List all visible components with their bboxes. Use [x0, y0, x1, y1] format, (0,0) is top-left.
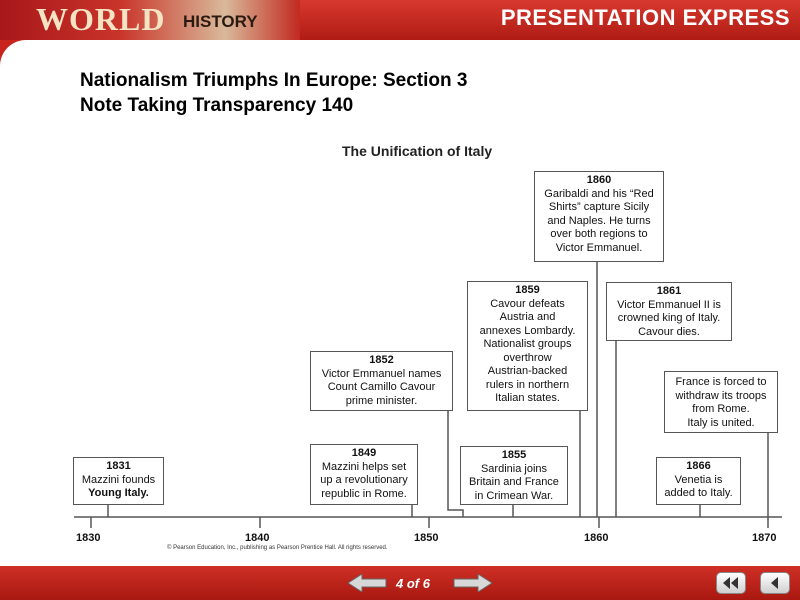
- slide-title: Nationalism Triumphs In Europe: Section …: [80, 68, 467, 118]
- event-text-line: Victor Emmanuel.: [555, 241, 643, 254]
- event-text-line: Sardinia joins: [480, 462, 548, 475]
- event-box-1870: France is forced to withdraw its troops …: [664, 371, 778, 433]
- page-indicator: 4 of 6: [396, 576, 430, 591]
- event-box-1859: 1859 Cavour defeats Austria and annexes …: [467, 281, 588, 411]
- event-year: 1855: [501, 449, 527, 461]
- event-box-1852: 1852 Victor Emmanuel names Count Camillo…: [310, 351, 453, 411]
- event-year: 1860: [586, 174, 612, 186]
- event-text-line: over both regions to: [550, 228, 648, 240]
- event-text-line: Count Camillo Cavour: [327, 381, 436, 393]
- event-box-1855: 1855 Sardinia joins Britain and France i…: [460, 446, 568, 505]
- logo-world: WORLD: [36, 1, 166, 37]
- event-text-line: Mazzini helps set: [321, 460, 407, 473]
- logo-background: [0, 0, 300, 40]
- event-text-line: Britain and France: [469, 476, 559, 488]
- event-text-line: Shirts” capture Sicily: [548, 201, 650, 213]
- event-text-line: annexes Lombardy.: [479, 324, 576, 337]
- event-text-line: crowned king of Italy.: [617, 312, 721, 324]
- app-header: WORLD HISTORY PRESENTATION EXPRESS: [0, 0, 800, 40]
- event-year: 1852: [369, 354, 394, 366]
- arrow-right-icon[interactable]: [452, 574, 492, 592]
- event-text-line: rulers in northern: [485, 378, 570, 391]
- event-text-line: Italy is united.: [687, 416, 755, 429]
- app-title: PRESENTATION EXPRESS: [500, 5, 790, 30]
- rewind-icon: [723, 577, 738, 589]
- copyright-notice: © Pearson Education, Inc., publishing as…: [167, 545, 388, 551]
- event-text-line: Italian states.: [495, 392, 560, 404]
- event-text-line: prime minister.: [345, 394, 418, 407]
- event-text-line: added to Italy.: [664, 487, 733, 499]
- tick-label-1850: 1850: [414, 532, 439, 544]
- rewind-button[interactable]: [716, 572, 746, 594]
- event-text-line: Garibaldi and his “Red: [544, 187, 654, 200]
- event-year: 1866: [686, 460, 711, 472]
- event-text-line: from Rome.: [692, 403, 750, 415]
- footer-bar: [0, 566, 800, 600]
- arrow-left-icon[interactable]: [348, 574, 388, 592]
- event-text-line: republic in Rome.: [321, 487, 407, 500]
- event-text-line: Victor Emmanuel names: [321, 367, 442, 380]
- tick-label-1860: 1860: [584, 532, 609, 544]
- event-text-line: Cavour dies.: [638, 325, 700, 338]
- event-year: 1859: [515, 284, 540, 296]
- tick-label-1840: 1840: [245, 532, 270, 544]
- event-year: 1831: [106, 460, 131, 472]
- event-year: 1849: [351, 447, 377, 459]
- tick-label-1870: 1870: [752, 532, 777, 544]
- event-box-1861: 1861 Victor Emmanuel II is crowned king …: [606, 282, 732, 341]
- tick-label-1830: 1830: [76, 532, 101, 544]
- event-text-line: and Naples. He turns: [547, 214, 651, 227]
- event-text-line: overthrow: [503, 351, 552, 364]
- event-text-line: Nationalist groups: [483, 338, 572, 350]
- event-year: 1861: [656, 285, 682, 297]
- event-text-line: Austrian-backed: [487, 365, 568, 377]
- connector-1852: [447, 411, 464, 517]
- event-box-1831: 1831 Mazzini founds Young Italy.: [73, 457, 164, 505]
- event-box-1866: 1866 Venetia is added to Italy.: [656, 457, 741, 505]
- event-text-line: Cavour defeats: [490, 297, 565, 310]
- event-text-line: in Crimean War.: [474, 489, 554, 502]
- event-text-line: France is forced to: [675, 376, 767, 388]
- slide-title-line1: Nationalism Triumphs In Europe: Section …: [80, 70, 468, 91]
- event-text-line: Venetia is: [674, 473, 723, 486]
- back-icon: [771, 577, 778, 589]
- event-text-line: Young Italy.: [88, 487, 149, 499]
- event-box-1860: 1860 Garibaldi and his “Red Shirts” capt…: [534, 171, 664, 262]
- logo-history: HISTORY: [183, 12, 258, 31]
- event-box-1849: 1849 Mazzini helps set up a revolutionar…: [310, 444, 418, 505]
- back-button[interactable]: [760, 572, 790, 594]
- event-text-line: Victor Emmanuel II is: [617, 298, 721, 311]
- event-text-line: Austria and: [499, 311, 556, 323]
- event-text-line: withdraw its troops: [675, 389, 767, 402]
- slide-title-line2: Note Taking Transparency 140: [80, 95, 354, 116]
- event-text-line: Mazzini founds: [81, 473, 156, 486]
- event-text-line: up a revolutionary: [320, 474, 408, 486]
- timeline-title: The Unification of Italy: [342, 143, 493, 159]
